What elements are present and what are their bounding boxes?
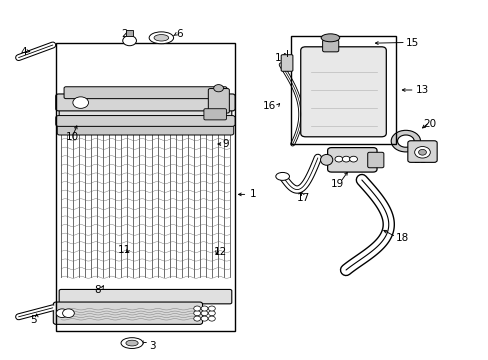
Text: 1: 1 (249, 189, 256, 199)
FancyBboxPatch shape (53, 302, 202, 324)
Circle shape (334, 156, 342, 162)
Ellipse shape (126, 340, 138, 346)
Circle shape (418, 149, 426, 155)
Text: 6: 6 (176, 29, 183, 39)
FancyBboxPatch shape (64, 87, 226, 99)
FancyBboxPatch shape (59, 107, 231, 124)
Circle shape (201, 316, 207, 321)
FancyBboxPatch shape (203, 109, 226, 120)
Ellipse shape (149, 32, 173, 44)
Circle shape (414, 147, 429, 158)
Circle shape (193, 316, 200, 321)
Bar (56, 43, 234, 331)
Text: 9: 9 (222, 139, 229, 149)
Text: 8: 8 (94, 285, 101, 295)
Text: 18: 18 (395, 233, 408, 243)
Circle shape (193, 306, 200, 311)
Bar (290, 36, 395, 144)
Circle shape (201, 311, 207, 316)
Text: 15: 15 (405, 38, 418, 48)
FancyBboxPatch shape (407, 141, 436, 162)
Text: 2: 2 (121, 29, 128, 39)
Circle shape (122, 36, 136, 46)
Text: 5: 5 (30, 315, 37, 325)
Text: 4: 4 (20, 47, 27, 57)
Circle shape (342, 156, 349, 162)
Text: 3: 3 (149, 341, 156, 351)
FancyBboxPatch shape (327, 148, 376, 172)
Circle shape (208, 311, 215, 316)
Text: 19: 19 (330, 179, 344, 189)
FancyBboxPatch shape (59, 289, 231, 304)
FancyBboxPatch shape (367, 152, 383, 168)
Ellipse shape (121, 338, 143, 348)
Text: 16: 16 (263, 101, 276, 111)
Circle shape (62, 309, 74, 318)
Text: 12: 12 (213, 247, 226, 257)
Ellipse shape (321, 34, 339, 42)
FancyBboxPatch shape (56, 94, 235, 111)
Circle shape (201, 306, 207, 311)
Circle shape (56, 309, 68, 318)
FancyBboxPatch shape (56, 116, 235, 126)
Circle shape (193, 311, 200, 316)
Ellipse shape (275, 172, 289, 180)
FancyBboxPatch shape (57, 125, 233, 135)
Circle shape (208, 306, 215, 311)
FancyBboxPatch shape (322, 40, 338, 52)
Text: 14: 14 (275, 53, 288, 63)
Circle shape (73, 97, 88, 108)
Text: 7: 7 (217, 98, 224, 108)
Circle shape (208, 316, 215, 321)
FancyBboxPatch shape (300, 47, 386, 137)
Text: 11: 11 (118, 245, 131, 255)
Text: 21: 21 (412, 155, 426, 165)
Ellipse shape (320, 154, 332, 165)
Text: 17: 17 (296, 193, 309, 203)
FancyBboxPatch shape (208, 89, 229, 113)
Circle shape (213, 85, 223, 92)
Circle shape (349, 156, 357, 162)
Text: 20: 20 (422, 119, 435, 129)
FancyBboxPatch shape (281, 55, 292, 71)
Text: 10: 10 (66, 132, 79, 142)
Text: 13: 13 (415, 85, 428, 95)
Ellipse shape (154, 35, 168, 41)
Bar (126, 30, 133, 36)
